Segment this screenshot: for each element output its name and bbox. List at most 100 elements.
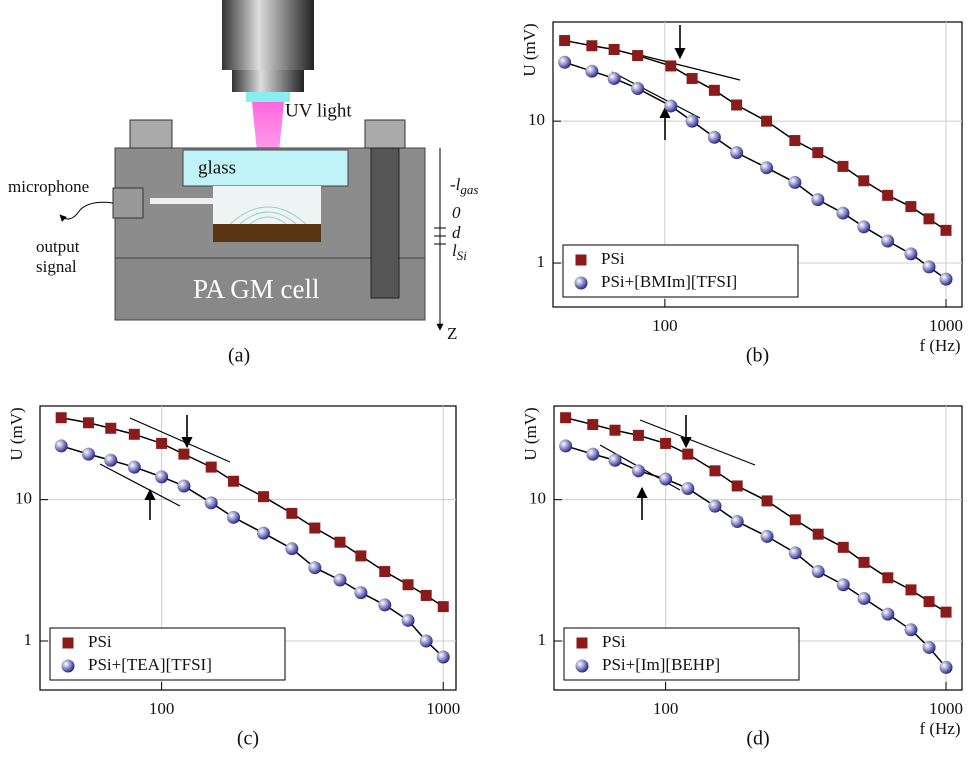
depth-label: d	[452, 223, 461, 242]
point	[837, 541, 849, 553]
objective	[222, 0, 314, 70]
point	[585, 64, 599, 78]
point	[632, 429, 644, 441]
point	[881, 607, 895, 621]
legend-box	[49, 627, 286, 681]
bolt-right	[364, 119, 406, 149]
point	[761, 495, 773, 507]
point	[922, 640, 936, 654]
point	[333, 573, 347, 587]
point	[558, 55, 572, 69]
point	[665, 60, 677, 72]
point	[436, 650, 450, 664]
point	[402, 579, 414, 591]
point	[730, 515, 744, 529]
y-tick-label: 1	[538, 630, 547, 649]
panel-label: (a)	[228, 345, 250, 367]
point	[560, 412, 572, 424]
point	[55, 412, 67, 424]
point	[354, 586, 368, 600]
point	[355, 550, 367, 562]
legend-marker	[61, 659, 75, 673]
output-label: signal	[36, 257, 77, 276]
point	[788, 546, 802, 560]
point	[82, 417, 94, 429]
legend-marker	[575, 254, 587, 266]
point	[127, 460, 141, 474]
z-label: Z	[447, 324, 457, 343]
point	[789, 135, 801, 147]
point	[586, 447, 600, 461]
x-tick-label: 100	[149, 699, 175, 718]
point	[420, 589, 432, 601]
point	[939, 660, 953, 674]
screw	[370, 147, 400, 299]
legend-box	[562, 244, 799, 298]
point	[904, 247, 918, 261]
microphone-label: microphone	[8, 177, 89, 196]
panel-label: (b)	[746, 345, 769, 367]
point	[379, 566, 391, 578]
y-axis-label: U (mV)	[521, 407, 540, 460]
x-tick-label: 100	[653, 699, 679, 718]
point	[731, 99, 743, 111]
legend-marker	[576, 637, 588, 649]
point	[128, 428, 140, 440]
point	[226, 510, 240, 524]
legend-label: PSi+[Im][BEHP]	[602, 655, 720, 674]
point	[587, 419, 599, 431]
point	[858, 175, 870, 187]
panel-label: (d)	[746, 728, 769, 750]
depth-text: l	[452, 241, 457, 260]
waves	[229, 206, 307, 225]
point	[419, 634, 433, 648]
point	[789, 514, 801, 526]
depth-sub: Si	[457, 248, 468, 263]
point	[309, 522, 321, 534]
point	[760, 161, 774, 175]
point	[731, 480, 743, 492]
depth-label: 0	[452, 203, 461, 222]
legend-marker	[574, 276, 588, 290]
point	[836, 578, 850, 592]
uv-label: UV light	[285, 100, 352, 121]
depth-label: -lgas	[450, 175, 478, 197]
x-tick-label: 1000	[929, 699, 963, 718]
legend-marker	[575, 659, 589, 673]
point	[559, 439, 573, 453]
point	[858, 556, 870, 568]
point	[177, 479, 191, 493]
point	[559, 35, 571, 47]
point	[204, 496, 218, 510]
point	[631, 464, 645, 478]
y-tick-label: 1	[537, 252, 546, 271]
x-tick-label: 1000	[426, 699, 460, 718]
point	[939, 272, 953, 286]
point	[905, 584, 917, 596]
point	[632, 50, 644, 62]
point	[631, 81, 645, 95]
legend-marker	[62, 637, 74, 649]
point	[812, 528, 824, 540]
point	[707, 130, 721, 144]
y-tick-label: 10	[529, 489, 546, 508]
point	[155, 470, 169, 484]
point	[686, 72, 698, 84]
point	[709, 465, 721, 477]
legend-box	[563, 627, 800, 681]
point	[811, 565, 825, 579]
point	[682, 448, 694, 460]
point	[285, 542, 299, 556]
point	[257, 491, 269, 503]
point	[334, 536, 346, 548]
legend-label: PSi+[TEA][TFSI]	[88, 655, 212, 674]
y-tick-label: 1	[24, 630, 33, 649]
point	[608, 43, 620, 55]
point	[708, 84, 720, 96]
y-tick-label: 10	[15, 489, 32, 508]
point	[812, 147, 824, 159]
y-tick-label: 10	[528, 110, 545, 129]
point	[730, 146, 744, 160]
